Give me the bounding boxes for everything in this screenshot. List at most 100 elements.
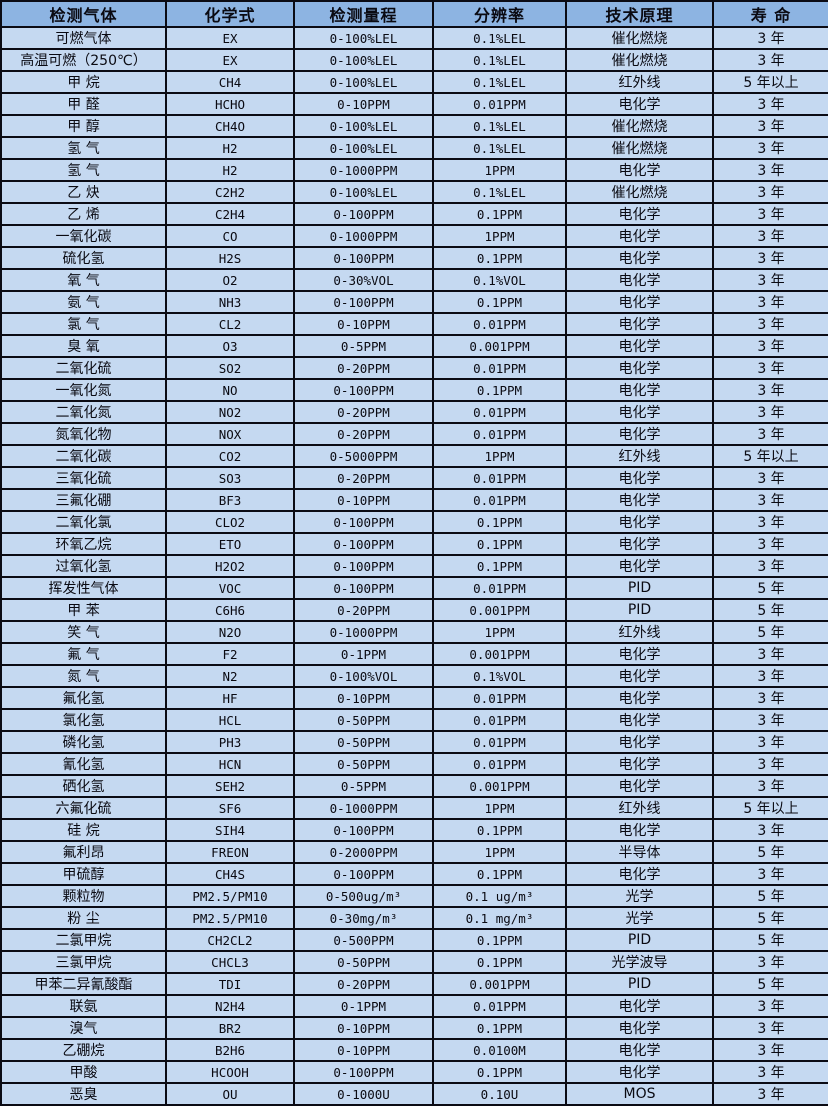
cell-lifespan: 3 年	[712, 642, 828, 666]
cell-technology: 电化学	[565, 1038, 714, 1062]
cell-resolution: 0.1 mg/m³	[432, 906, 567, 930]
cell-gas-name: 三氧化硫	[0, 466, 167, 490]
cell-detection-range: 0-50PPM	[293, 950, 434, 974]
table-row: 恶臭 OU 0-1000U 0.10U MOS 3 年	[0, 1082, 828, 1106]
table-row: 乙硼烷 B2H6 0-10PPM 0.0100M 电化学 3 年	[0, 1038, 828, 1062]
cell-chemical-formula: ETO	[165, 532, 295, 556]
cell-gas-name: 溴气	[0, 1016, 167, 1040]
cell-chemical-formula: SF6	[165, 796, 295, 820]
cell-technology: 光学	[565, 906, 714, 930]
cell-detection-range: 0-10PPM	[293, 488, 434, 512]
cell-technology: 电化学	[565, 312, 714, 336]
cell-chemical-formula: BF3	[165, 488, 295, 512]
table-row: 氢 气 H2 0-1000PPM 1PPM 电化学 3 年	[0, 158, 828, 182]
cell-lifespan: 3 年	[712, 554, 828, 578]
cell-chemical-formula: C2H4	[165, 202, 295, 226]
cell-resolution: 0.01PPM	[432, 312, 567, 336]
cell-chemical-formula: CH4	[165, 70, 295, 94]
cell-gas-name: 高温可燃（250℃）	[0, 48, 167, 72]
cell-resolution: 0.1%LEL	[432, 114, 567, 138]
cell-lifespan: 5 年以上	[712, 796, 828, 820]
cell-technology: 电化学	[565, 466, 714, 490]
cell-gas-name: 氧 气	[0, 268, 167, 292]
cell-chemical-formula: HCL	[165, 708, 295, 732]
cell-chemical-formula: O3	[165, 334, 295, 358]
cell-resolution: 0.001PPM	[432, 642, 567, 666]
cell-lifespan: 3 年	[712, 356, 828, 380]
cell-lifespan: 3 年	[712, 1038, 828, 1062]
cell-gas-name: 氟利昂	[0, 840, 167, 864]
cell-lifespan: 3 年	[712, 752, 828, 776]
cell-lifespan: 3 年	[712, 994, 828, 1018]
cell-detection-range: 0-100PPM	[293, 554, 434, 578]
table-row: 磷化氢 PH3 0-50PPM 0.01PPM 电化学 3 年	[0, 730, 828, 754]
cell-technology: PID	[565, 576, 714, 600]
cell-lifespan: 5 年	[712, 884, 828, 908]
cell-detection-range: 0-1000U	[293, 1082, 434, 1106]
table-row: 过氧化氢 H2O2 0-100PPM 0.1PPM 电化学 3 年	[0, 554, 828, 578]
cell-resolution: 0.10U	[432, 1082, 567, 1106]
cell-gas-name: 氯 气	[0, 312, 167, 336]
cell-lifespan: 5 年	[712, 928, 828, 952]
cell-lifespan: 3 年	[712, 202, 828, 226]
cell-lifespan: 5 年以上	[712, 444, 828, 468]
cell-gas-name: 臭 氧	[0, 334, 167, 358]
cell-gas-name: 可燃气体	[0, 26, 167, 50]
cell-gas-name: 粉 尘	[0, 906, 167, 930]
cell-technology: 催化燃烧	[565, 180, 714, 204]
cell-lifespan: 5 年	[712, 598, 828, 622]
cell-lifespan: 3 年	[712, 290, 828, 314]
cell-chemical-formula: SEH2	[165, 774, 295, 798]
cell-resolution: 0.001PPM	[432, 972, 567, 996]
cell-detection-range: 0-100PPM	[293, 862, 434, 886]
cell-resolution: 0.01PPM	[432, 576, 567, 600]
cell-technology: 电化学	[565, 290, 714, 314]
cell-chemical-formula: HCOOH	[165, 1060, 295, 1084]
cell-technology: 催化燃烧	[565, 26, 714, 50]
cell-detection-range: 0-100PPM	[293, 246, 434, 270]
cell-technology: 红外线	[565, 620, 714, 644]
cell-chemical-formula: CO2	[165, 444, 295, 468]
cell-technology: 催化燃烧	[565, 48, 714, 72]
cell-gas-name: 乙硼烷	[0, 1038, 167, 1062]
cell-detection-range: 0-500PPM	[293, 928, 434, 952]
cell-resolution: 0.01PPM	[432, 488, 567, 512]
table-row: 甲苯二异氰酸酯 TDI 0-20PPM 0.001PPM PID 5 年	[0, 972, 828, 996]
cell-resolution: 0.1PPM	[432, 818, 567, 842]
column-header: 化学式	[165, 0, 295, 28]
cell-lifespan: 3 年	[712, 246, 828, 270]
cell-gas-name: 氰化氢	[0, 752, 167, 776]
cell-chemical-formula: PM2.5/PM10	[165, 906, 295, 930]
cell-detection-range: 0-20PPM	[293, 466, 434, 490]
cell-chemical-formula: N2H4	[165, 994, 295, 1018]
cell-technology: 电化学	[565, 202, 714, 226]
cell-technology: 电化学	[565, 510, 714, 534]
cell-detection-range: 0-30%VOL	[293, 268, 434, 292]
table-row: 氟化氢 HF 0-10PPM 0.01PPM 电化学 3 年	[0, 686, 828, 710]
cell-gas-name: 甲 醛	[0, 92, 167, 116]
cell-gas-name: 三氟化硼	[0, 488, 167, 512]
cell-gas-name: 甲 醇	[0, 114, 167, 138]
cell-detection-range: 0-10PPM	[293, 312, 434, 336]
cell-technology: 电化学	[565, 158, 714, 182]
table-row: 乙 烯 C2H4 0-100PPM 0.1PPM 电化学 3 年	[0, 202, 828, 226]
cell-gas-name: 氮氧化物	[0, 422, 167, 446]
column-header: 技术原理	[565, 0, 714, 28]
cell-resolution: 0.01PPM	[432, 356, 567, 380]
cell-technology: MOS	[565, 1082, 714, 1106]
cell-gas-name: 三氯甲烷	[0, 950, 167, 974]
cell-lifespan: 5 年	[712, 840, 828, 864]
cell-chemical-formula: PH3	[165, 730, 295, 754]
cell-lifespan: 3 年	[712, 1082, 828, 1106]
column-header: 检测量程	[293, 0, 434, 28]
cell-detection-range: 0-30mg/m³	[293, 906, 434, 930]
table-row: 氮 气 N2 0-100%VOL 0.1%VOL 电化学 3 年	[0, 664, 828, 688]
cell-lifespan: 3 年	[712, 334, 828, 358]
cell-technology: 电化学	[565, 818, 714, 842]
cell-detection-range: 0-100%LEL	[293, 114, 434, 138]
cell-lifespan: 3 年	[712, 686, 828, 710]
cell-chemical-formula: N2	[165, 664, 295, 688]
cell-gas-name: 六氟化硫	[0, 796, 167, 820]
cell-chemical-formula: C6H6	[165, 598, 295, 622]
